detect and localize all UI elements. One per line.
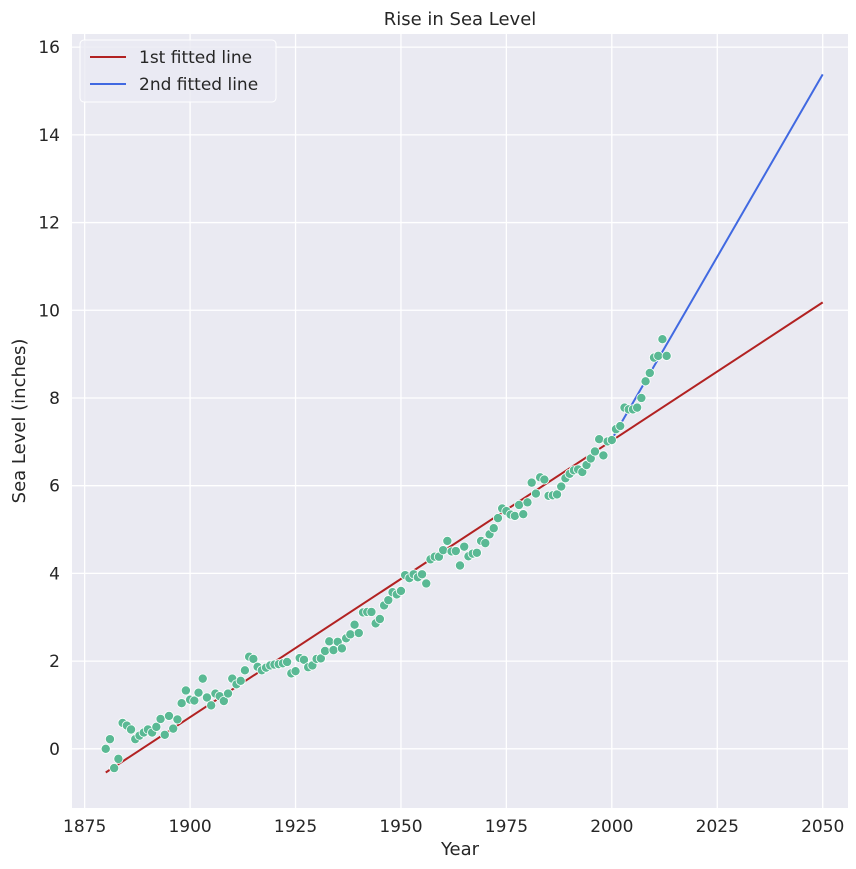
scatter-point	[438, 545, 449, 556]
y-tick-label: 10	[38, 301, 60, 321]
scatter-point	[298, 654, 309, 665]
scatter-point	[328, 645, 339, 656]
scatter-point	[159, 729, 170, 740]
scatter-point	[653, 350, 664, 361]
scatter-point	[518, 509, 529, 520]
y-tick-label: 4	[49, 564, 60, 584]
scatter-point	[349, 619, 360, 630]
x-tick-label: 1975	[485, 817, 528, 837]
scatter-point	[248, 653, 259, 664]
scatter-point	[206, 700, 217, 711]
scatter-point	[661, 350, 672, 361]
y-tick-labels: 0 2 4 6 8 10 12 14 16	[38, 38, 60, 760]
scatter-point	[383, 595, 394, 606]
scatter-point	[189, 695, 200, 706]
scatter-point	[163, 710, 174, 721]
scatter-point	[636, 392, 647, 403]
scatter-point	[113, 753, 124, 764]
scatter-point	[324, 636, 335, 647]
scatter-point	[336, 643, 347, 654]
scatter-point	[218, 695, 229, 706]
x-tick-label: 1950	[379, 817, 422, 837]
scatter-point	[530, 488, 541, 499]
scatter-point	[488, 523, 499, 534]
scatter-point	[235, 675, 246, 686]
y-tick-label: 0	[49, 740, 60, 760]
scatter-point	[239, 665, 250, 676]
scatter-point	[450, 546, 461, 557]
scatter-point	[176, 698, 187, 709]
scatter-point	[471, 547, 482, 558]
scatter-point	[539, 474, 550, 485]
scatter-point	[514, 499, 525, 510]
x-tick-label: 2000	[590, 817, 633, 837]
scatter-point	[421, 578, 432, 589]
scatter-point	[197, 673, 208, 684]
y-tick-label: 8	[49, 389, 60, 409]
scatter-point	[552, 489, 563, 500]
legend: 1st fitted line 2nd fitted line	[79, 39, 277, 103]
scatter-point	[442, 535, 453, 546]
scatter-point	[104, 734, 115, 745]
x-tick-label: 1900	[168, 817, 211, 837]
scatter-point	[395, 585, 406, 596]
scatter-point	[345, 629, 356, 640]
scatter-point	[100, 743, 111, 754]
scatter-point	[522, 497, 533, 508]
x-tick-label: 1875	[63, 817, 106, 837]
scatter-point	[151, 721, 162, 732]
x-tick-labels: 1875 1900 1925 1950 1975 2000 2025 2050	[63, 817, 844, 837]
y-tick-label: 6	[49, 477, 60, 497]
scatter-point	[606, 435, 617, 446]
scatter-point	[526, 477, 537, 488]
scatter-point	[315, 653, 326, 664]
y-tick-label: 12	[38, 214, 60, 234]
scatter-point	[223, 688, 234, 699]
scatter-point	[126, 724, 137, 735]
scatter-point	[556, 481, 567, 492]
scatter-point	[615, 421, 626, 432]
scatter-point	[366, 606, 377, 617]
scatter-point	[320, 646, 331, 657]
scatter-point	[589, 446, 600, 457]
legend-label-2nd-fitted-line: 2nd fitted line	[139, 75, 258, 95]
scatter-point	[109, 763, 120, 774]
scatter-point	[193, 687, 204, 698]
scatter-point	[459, 541, 470, 552]
y-axis-label: Sea Level (inches)	[9, 339, 30, 504]
scatter-point	[598, 450, 609, 461]
x-tick-label: 2050	[801, 817, 844, 837]
scatter-point	[509, 510, 520, 521]
scatter-point	[644, 367, 655, 378]
scatter-point	[594, 434, 605, 445]
scatter-points	[100, 334, 672, 774]
scatter-point	[168, 723, 179, 734]
scatter-point	[492, 513, 503, 524]
legend-label-1st-fitted-line: 1st fitted line	[139, 48, 252, 68]
scatter-point	[201, 692, 212, 703]
scatter-point	[155, 713, 166, 724]
y-tick-label: 14	[38, 126, 60, 146]
scatter-point	[480, 538, 491, 549]
y-tick-label: 16	[38, 38, 60, 58]
x-axis-label: Year	[440, 839, 480, 860]
scatter-point	[417, 569, 428, 580]
scatter-point	[353, 628, 364, 639]
scatter-point	[290, 666, 301, 677]
scatter-point	[657, 334, 668, 345]
x-tick-label: 2025	[696, 817, 739, 837]
scatter-point	[640, 376, 651, 387]
scatter-point	[282, 656, 293, 667]
scatter-point	[632, 402, 643, 413]
scatter-point	[180, 685, 191, 696]
scatter-point	[454, 560, 465, 571]
scatter-point	[172, 714, 183, 725]
chart-title: Rise in Sea Level	[384, 9, 537, 30]
x-tick-label: 1925	[274, 817, 317, 837]
grid	[72, 34, 848, 808]
legend-box	[79, 39, 277, 103]
y-tick-label: 2	[49, 652, 60, 672]
scatter-point	[374, 613, 385, 624]
